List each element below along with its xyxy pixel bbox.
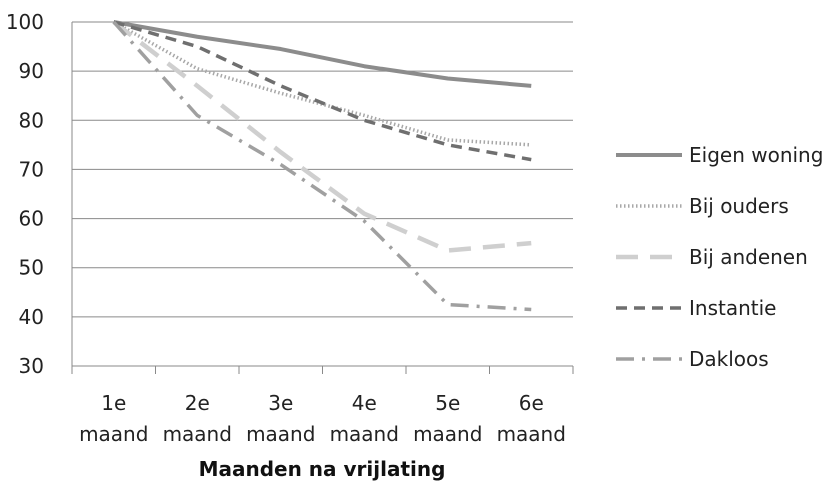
y-tick-label: 80 [19,108,44,132]
x-tick-label-unit: maand [163,422,232,446]
x-tick-label-unit: maand [79,422,148,446]
x-tick-label: 4e [352,391,377,415]
y-tick-label: 30 [19,354,44,378]
x-tick-label-unit: maand [413,422,482,446]
x-tick-label-unit: maand [330,422,399,446]
x-tick-label: 3e [268,391,293,415]
x-tick-label: 2e [185,391,210,415]
series-line-bij-ouders [112,20,532,147]
x-tick-label: 6e [519,391,544,415]
legend: Eigen woning Bij ouders Bij andenen Instant… [616,143,823,371]
x-tick-label-unit: maand [246,422,315,446]
y-tick-label: 50 [19,256,44,280]
y-tick-label: 40 [19,305,44,329]
series-lines [112,20,532,312]
legend-label: Instantie [689,296,776,320]
legend-label: Bij andenen [689,245,808,269]
series-line-eigen-woning [113,20,532,88]
legend-label: Eigen woning [689,143,823,167]
x-tick-label: 5e [435,391,460,415]
y-tick-label: 70 [19,157,44,181]
x-tick-label: 1e [101,391,126,415]
axes: 30 40 50 60 70 80 90 100 1e maand 2e maand 3e maand 4e… [6,10,574,446]
series-line-bij-andenen [112,20,532,253]
y-tick-label: 90 [19,59,44,83]
series-line-instantie [113,20,532,162]
legend-label: Dakloos [689,347,769,371]
y-tick-label: 60 [19,207,44,231]
x-tick-label-unit: maand [497,422,566,446]
y-tick-label: 100 [6,10,44,34]
x-axis-title: Maanden na vrijlating [199,457,446,481]
legend-label: Bij ouders [689,194,789,218]
series-line-dakloos [112,20,532,312]
